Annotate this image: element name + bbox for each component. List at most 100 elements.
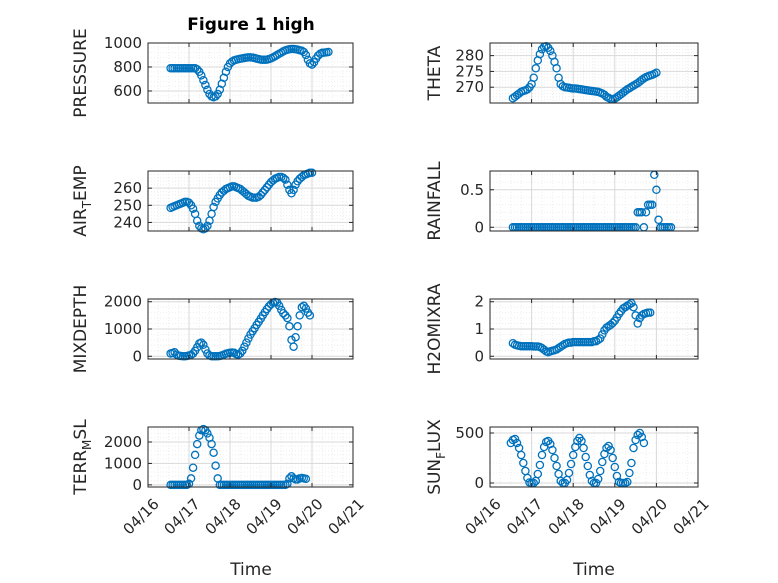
y-tick-label: 0: [132, 476, 142, 494]
data-point: [546, 46, 555, 56]
data-point: [260, 185, 270, 195]
data-point: [192, 65, 202, 74]
data-point: [627, 82, 636, 92]
data-point: [604, 441, 613, 451]
data-point: [289, 185, 298, 195]
chart-rainfall: 0 0.5 RAINFALL: [425, 161, 699, 241]
data-point: [608, 318, 617, 328]
data-point: [258, 188, 268, 197]
data-point: [279, 308, 288, 318]
data-point: [240, 342, 249, 351]
chart-pressure: 600 800 1000 PRESSURE: [71, 28, 354, 118]
data-point: [242, 338, 251, 347]
data-point: [199, 75, 208, 85]
data-point: [631, 80, 640, 89]
data-point: [207, 439, 216, 449]
data-point: [637, 75, 647, 85]
data-point: [593, 474, 603, 484]
data-point: [633, 319, 642, 328]
data-point: [307, 168, 317, 177]
y-tick-label: 800: [113, 58, 142, 76]
x-axis-label-right: Time: [572, 560, 615, 580]
data-point: [654, 215, 663, 225]
axes-box: [147, 42, 354, 104]
data-point: [209, 202, 218, 212]
data-point: [639, 438, 649, 448]
y-axis-label: TERRMSL: [71, 419, 94, 496]
data-point: [627, 458, 636, 468]
data-point: [186, 474, 196, 483]
data-point: [283, 313, 292, 323]
data-point: [213, 89, 222, 99]
data-point: [556, 342, 565, 351]
axes-box: [147, 426, 354, 488]
data-point: [307, 60, 317, 69]
data-point: [645, 308, 655, 317]
data-point: [550, 453, 559, 463]
data-point: [556, 476, 565, 486]
data-point: [301, 50, 311, 60]
data-point: [199, 340, 208, 350]
y-axis-label: AIRTEMP: [71, 165, 94, 236]
data-point: [552, 461, 561, 471]
data-point: [197, 71, 206, 80]
data-point: [537, 450, 547, 460]
data-point: [552, 64, 561, 73]
y-tick-label: 2000: [104, 293, 142, 311]
data-point: [295, 311, 304, 320]
data-point: [512, 438, 522, 448]
data-point: [203, 221, 212, 231]
data-point: [305, 311, 315, 320]
data-point: [637, 208, 647, 217]
data-point: [192, 216, 202, 225]
data-point: [229, 348, 239, 357]
data-point: [184, 198, 194, 207]
data-point: [285, 474, 294, 483]
data-point: [564, 468, 574, 478]
data-point: [188, 463, 198, 472]
data-point: [301, 304, 311, 313]
data-point: [209, 448, 218, 457]
y-tick-label: 250: [113, 196, 142, 214]
data-point: [203, 85, 212, 95]
axes-box: [147, 170, 354, 232]
data-point: [598, 457, 607, 467]
data-point: [610, 462, 620, 472]
data-point: [641, 208, 651, 217]
data-point: [203, 429, 212, 438]
data-point: [635, 428, 645, 438]
data-point: [192, 439, 202, 449]
data-point: [510, 434, 520, 444]
y-tick-label: 0: [474, 218, 484, 236]
data-point: [516, 450, 526, 460]
data-point: [579, 443, 588, 453]
data-point: [652, 68, 661, 77]
y-tick-label: 0: [474, 474, 484, 492]
data-point: [535, 49, 545, 59]
data-point: [598, 330, 607, 339]
axes-box: [489, 170, 699, 232]
data-point: [647, 200, 657, 210]
y-tick-label: 2: [474, 293, 484, 311]
data-point: [289, 342, 298, 351]
data-point: [548, 445, 557, 455]
data-point: [620, 86, 630, 96]
data-point: [244, 334, 253, 343]
data-point: [293, 177, 302, 186]
data-point: [324, 47, 333, 57]
data-point: [238, 346, 247, 356]
figure-title: Figure 1 high: [187, 15, 315, 35]
y-axis-label: THETA: [425, 45, 445, 101]
y-tick-label: 2000: [104, 433, 142, 451]
y-axis-label: SUNFLUX: [425, 419, 448, 495]
data-point: [535, 460, 545, 470]
data-point: [519, 458, 528, 468]
data-point: [608, 453, 617, 463]
y-tick-label: 240: [113, 213, 142, 231]
data-point: [629, 443, 638, 453]
data-point: [262, 183, 272, 192]
data-point: [606, 445, 615, 455]
data-point: [623, 477, 632, 487]
